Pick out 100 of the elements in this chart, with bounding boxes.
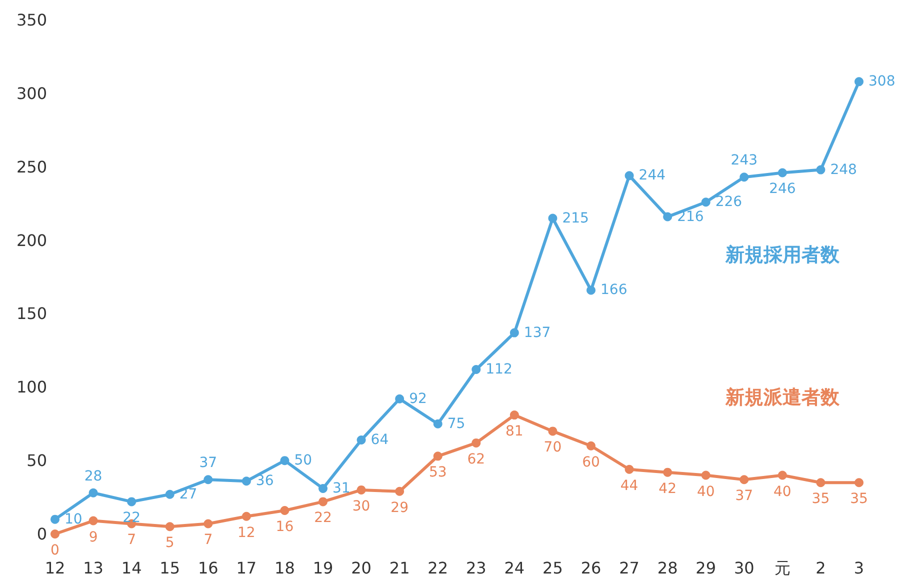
data-label: 40: [696, 484, 715, 500]
y-tick-label: 0: [36, 524, 47, 544]
data-label: 7: [127, 532, 136, 548]
x-tick-label: 23: [466, 558, 486, 578]
data-label: 60: [582, 454, 600, 470]
data-label: 81: [506, 424, 524, 440]
point: [586, 441, 596, 450]
data-label: 42: [658, 480, 676, 497]
y-tick-label: 50: [26, 451, 47, 470]
data-label: 137: [524, 324, 551, 341]
data-label: 30: [352, 498, 370, 514]
data-label: 37: [199, 455, 218, 472]
data-label: 166: [600, 282, 628, 298]
data-label: 40: [774, 484, 792, 500]
data-label: 70: [544, 440, 562, 456]
data-label: 75: [447, 416, 466, 432]
x-tick-label: 元: [774, 558, 790, 578]
text: 新規採用者数: [724, 244, 840, 266]
x-tick-label: 2: [816, 558, 826, 578]
y-tick-label: 250: [16, 157, 47, 176]
data-label: 35: [850, 491, 868, 508]
data-label: 29: [390, 500, 408, 516]
point: [433, 419, 442, 428]
x-tick-label: 24: [504, 558, 525, 578]
point: [88, 516, 98, 526]
point: [701, 470, 710, 480]
point: [472, 365, 481, 374]
y-tick-label: 200: [16, 230, 47, 250]
point: [395, 486, 404, 496]
point: [778, 470, 787, 480]
point: [88, 488, 98, 498]
point: [854, 478, 864, 488]
point: [624, 464, 634, 474]
point: [356, 436, 366, 445]
point: [127, 497, 136, 506]
data-label: 0: [50, 542, 60, 558]
x-tick-label: 28: [657, 558, 678, 578]
data-label: 35: [812, 491, 830, 508]
point: [663, 212, 672, 222]
point: [318, 484, 328, 493]
point: [204, 519, 213, 528]
data-label: 243: [730, 152, 758, 169]
data-label: 226: [715, 194, 742, 210]
data-label: 308: [868, 74, 896, 90]
data-label: 244: [638, 168, 666, 184]
x-tick-label: 26: [580, 558, 602, 578]
data-label: 246: [769, 181, 796, 198]
point: [280, 456, 290, 466]
point: [740, 475, 749, 484]
x-tick-label: 12: [44, 558, 66, 578]
point: [778, 168, 787, 178]
point: [663, 468, 672, 477]
x-tick-label: 18: [274, 558, 295, 578]
point: [280, 506, 290, 515]
x-tick-label: 15: [160, 558, 180, 578]
data-label: 31: [332, 480, 350, 496]
point: [50, 514, 60, 524]
x-tick-label: 25: [542, 558, 563, 578]
data-label: 50: [294, 452, 312, 469]
x-tick-label: 21: [389, 558, 410, 578]
x-tick-label: 20: [351, 558, 372, 578]
x-tick-label: 30: [734, 558, 754, 578]
point: [318, 497, 328, 506]
point: [510, 410, 519, 420]
data-label: 92: [409, 390, 427, 407]
point: [472, 438, 481, 448]
point: [165, 490, 174, 499]
y-tick-label: 100: [16, 378, 47, 397]
data-label: 64: [370, 432, 389, 448]
x-tick-label: 14: [121, 558, 142, 578]
point: [50, 530, 60, 538]
point: [816, 478, 826, 488]
x-tick-label: 29: [696, 558, 716, 578]
point: [356, 485, 366, 494]
point: [586, 286, 596, 295]
data-label: 36: [256, 473, 274, 490]
point: [204, 475, 213, 484]
data-label: 28: [84, 468, 102, 484]
data-label: 7: [204, 532, 213, 548]
data-label: 22: [122, 510, 140, 526]
data-label: 62: [467, 451, 486, 468]
y-tick-label: 150: [16, 304, 47, 324]
data-label: 22: [314, 510, 332, 526]
data-label: 37: [735, 488, 754, 504]
data-label: 16: [276, 519, 294, 536]
point: [854, 77, 864, 86]
x-tick-label: 22: [428, 558, 448, 578]
x-tick-label: 17: [236, 558, 257, 578]
point: [548, 426, 558, 436]
point: [510, 328, 519, 338]
x-tick-label: 27: [619, 558, 640, 578]
point: [624, 171, 634, 180]
y-tick-label: 300: [16, 84, 47, 103]
x-tick-label: 19: [312, 558, 334, 578]
data-label: 5: [165, 535, 174, 552]
point: [242, 476, 251, 486]
x-tick-label: 13: [83, 558, 104, 578]
data-label: 9: [88, 529, 98, 546]
data-label: 53: [428, 464, 447, 481]
point: [740, 172, 749, 182]
